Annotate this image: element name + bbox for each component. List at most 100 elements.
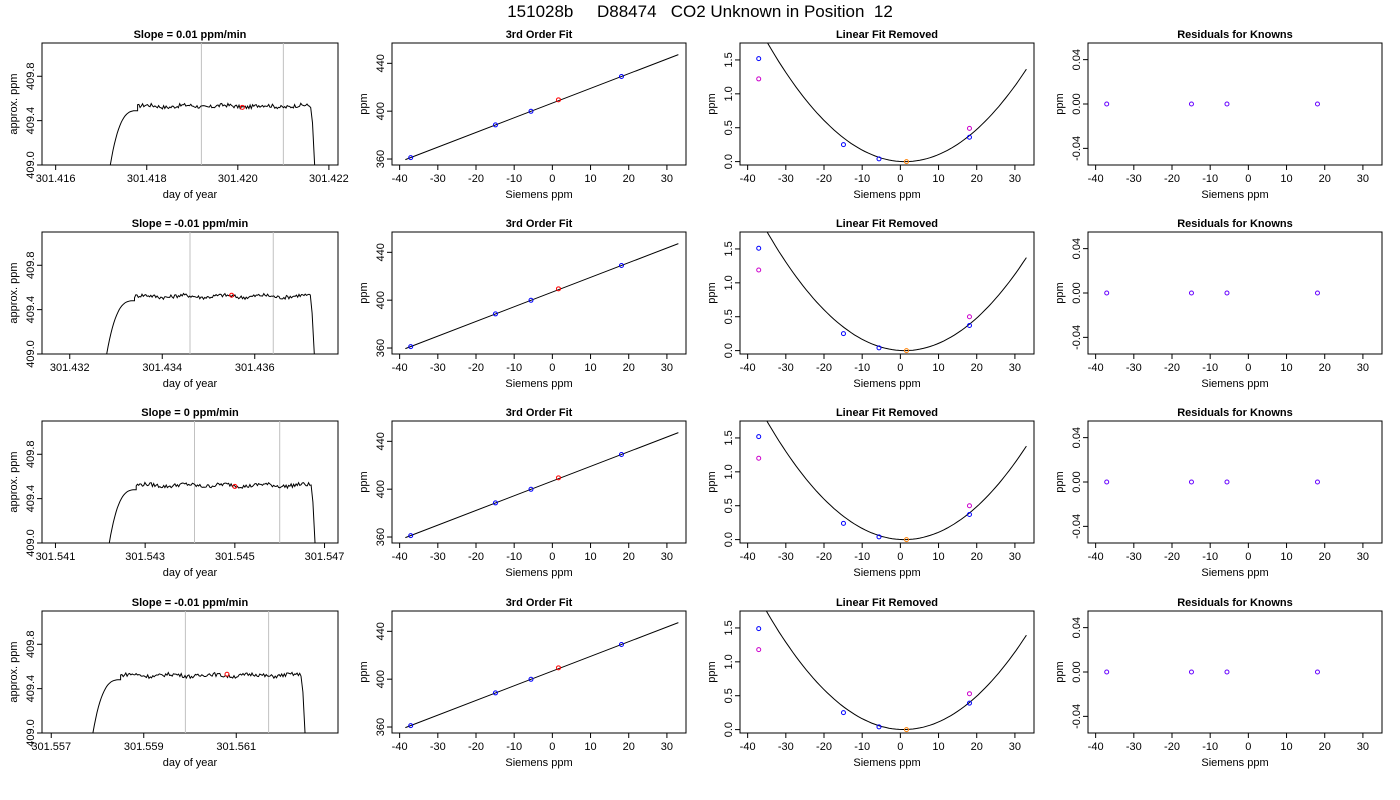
x-tick-label: 10 xyxy=(584,741,596,753)
plot-area xyxy=(1104,101,1320,107)
y-axis-label: ppm xyxy=(1054,93,1066,114)
plot-frame xyxy=(41,42,339,166)
residual-point xyxy=(1188,669,1194,675)
x-tick-label: 301.541 xyxy=(36,551,76,563)
x-tick-label: 0 xyxy=(1245,173,1251,185)
x-tick-label: 301.557 xyxy=(31,741,71,753)
x-tick-label: 20 xyxy=(971,551,983,563)
y-tick-label: 0.00 xyxy=(1071,471,1083,492)
plot-area xyxy=(756,611,1027,733)
y-tick-label: 409.4 xyxy=(25,296,37,324)
panel-residuals-3: Residuals for Knowns -40 -30 -20 -10 0 10 20 30 -… xyxy=(1054,597,1383,769)
known-point xyxy=(966,512,972,518)
y-tick-label: 409.0 xyxy=(25,529,37,557)
known-point xyxy=(408,344,414,350)
y-tick-label: 409.8 xyxy=(25,441,37,469)
x-tick-label: -40 xyxy=(740,741,756,753)
x-tick-label: 20 xyxy=(623,741,635,753)
panel-title: Slope = 0.01 ppm/min xyxy=(134,29,247,41)
known-point xyxy=(966,700,972,706)
plot-frame xyxy=(1087,42,1383,166)
x-axis-label: day of year xyxy=(163,567,218,579)
x-tick-label: -30 xyxy=(430,551,446,563)
x-tick-label: 0 xyxy=(897,362,903,374)
x-axis-label: Siemens ppm xyxy=(1201,189,1268,201)
sample-mean-point xyxy=(224,671,230,677)
known-point xyxy=(756,56,762,62)
known-point xyxy=(492,500,498,506)
x-tick-label: -40 xyxy=(740,551,756,563)
raw-point xyxy=(756,455,762,461)
plot-area xyxy=(109,43,316,165)
plot-frame xyxy=(1087,231,1383,355)
residual-point xyxy=(1104,479,1110,485)
known-point xyxy=(876,534,882,540)
x-tick-label: -30 xyxy=(1126,551,1142,563)
plot-frame xyxy=(739,420,1035,544)
x-tick-label: -10 xyxy=(506,173,522,185)
plot-area xyxy=(405,432,679,539)
y-tick-label: 360 xyxy=(375,150,387,168)
y-tick-label: 440 xyxy=(375,54,387,72)
y-tick-label: 400 xyxy=(375,102,387,120)
y-tick-label: 1.0 xyxy=(723,275,735,290)
known-point xyxy=(528,486,534,492)
x-tick-label: 30 xyxy=(1009,173,1021,185)
residual-point xyxy=(1314,290,1320,296)
known-point xyxy=(618,262,624,268)
unknown-point xyxy=(903,727,909,733)
panel-fit-2: 3rd Order Fit -40 -30 -20 -10 0 10 20 30 360 400 44… xyxy=(358,407,687,579)
x-tick-label: -40 xyxy=(392,551,408,563)
residual-point xyxy=(1104,101,1110,107)
x-tick-label: -30 xyxy=(430,173,446,185)
y-tick-label: 409.4 xyxy=(25,675,37,703)
x-tick-label: 10 xyxy=(932,362,944,374)
raw-point xyxy=(756,267,762,273)
y-axis-label: ppm xyxy=(358,282,370,303)
x-tick-label: 0 xyxy=(1245,551,1251,563)
x-tick-label: -10 xyxy=(1202,173,1218,185)
x-tick-label: 0 xyxy=(1245,741,1251,753)
x-tick-label: 30 xyxy=(1009,551,1021,563)
x-tick-label: -30 xyxy=(1126,173,1142,185)
plot-area xyxy=(108,421,316,543)
x-axis-label: Siemens ppm xyxy=(505,567,572,579)
x-tick-label: -20 xyxy=(468,551,484,563)
known-point xyxy=(876,724,882,730)
plot-frame xyxy=(41,610,339,734)
x-tick-label: 20 xyxy=(1319,173,1331,185)
known-point xyxy=(756,626,762,632)
y-axis-label: ppm xyxy=(706,93,718,114)
x-tick-label: 10 xyxy=(932,741,944,753)
x-tick-label: -10 xyxy=(854,741,870,753)
sample-mean-point xyxy=(229,292,235,298)
x-tick-label: -30 xyxy=(430,362,446,374)
plot-area xyxy=(756,43,1027,165)
known-point xyxy=(876,345,882,351)
panel-title: 3rd Order Fit xyxy=(506,29,573,41)
unknown-point xyxy=(903,348,909,354)
y-tick-label: 0.5 xyxy=(723,498,735,513)
x-axis-label: Siemens ppm xyxy=(853,189,920,201)
x-tick-label: 301.561 xyxy=(216,741,256,753)
y-tick-label: 1.5 xyxy=(723,241,735,256)
unknown-point xyxy=(555,475,561,481)
y-tick-label: 0.0 xyxy=(723,532,735,547)
plot-frame xyxy=(391,610,687,734)
y-tick-label: 360 xyxy=(375,718,387,736)
x-tick-label: -20 xyxy=(468,362,484,374)
panel-title: Residuals for Knowns xyxy=(1177,218,1293,230)
unknown-point xyxy=(903,159,909,165)
x-tick-label: 0 xyxy=(549,551,555,563)
y-tick-label: 0.5 xyxy=(723,120,735,135)
known-point xyxy=(756,434,762,440)
panel-title: Linear Fit Removed xyxy=(836,29,938,41)
x-tick-label: -40 xyxy=(392,362,408,374)
residual-point xyxy=(1104,290,1110,296)
x-tick-label: 30 xyxy=(661,551,673,563)
known-point xyxy=(408,723,414,729)
y-tick-label: 409.4 xyxy=(25,107,37,135)
known-point xyxy=(528,676,534,682)
residual-point xyxy=(1224,479,1230,485)
x-tick-label: -30 xyxy=(778,551,794,563)
